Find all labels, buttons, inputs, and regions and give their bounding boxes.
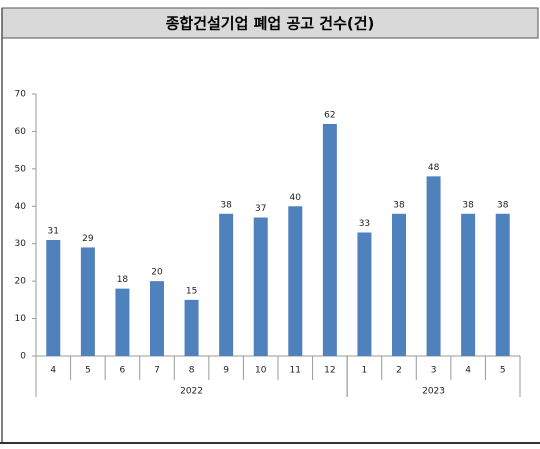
data-label: 48 — [428, 163, 440, 173]
y-tick-label: 70 — [15, 90, 27, 100]
x-tick-label: 8 — [189, 366, 195, 376]
y-tick-label: 10 — [15, 314, 27, 324]
data-label: 20 — [151, 268, 163, 278]
x-tick-label: 12 — [324, 366, 335, 376]
year-label: 2022 — [180, 387, 203, 397]
bar — [46, 239, 61, 356]
data-label: 38 — [393, 200, 405, 210]
bar — [322, 123, 337, 356]
data-label: 40 — [290, 193, 302, 203]
x-tick-label: 3 — [431, 366, 437, 376]
bar — [150, 281, 164, 356]
x-tick-label: 10 — [255, 366, 267, 376]
x-tick-label: 4 — [50, 366, 56, 376]
y-tick-label: 0 — [20, 352, 26, 362]
x-tick-label: 2 — [396, 366, 402, 376]
data-label: 37 — [255, 204, 266, 214]
chart-title: 종합건설기업 폐업 공고 건수(건) — [166, 15, 375, 33]
bar — [253, 217, 268, 356]
year-label: 2023 — [422, 387, 445, 397]
data-label: 38 — [462, 200, 474, 210]
data-label: 62 — [324, 110, 335, 120]
x-tick-label: 9 — [223, 366, 229, 376]
data-label: 18 — [117, 275, 129, 285]
bar — [426, 176, 441, 356]
data-label: 38 — [220, 200, 232, 210]
bar — [392, 213, 406, 356]
bar — [115, 288, 130, 356]
x-tick-label: 5 — [500, 366, 506, 376]
x-tick-label: 4 — [465, 366, 471, 376]
bar — [461, 213, 476, 356]
y-tick-label: 40 — [15, 202, 27, 212]
data-label: 38 — [497, 200, 509, 210]
data-label: 15 — [186, 286, 197, 296]
x-tick-label: 11 — [290, 366, 301, 376]
x-tick-label: 7 — [154, 366, 160, 376]
bar — [495, 213, 510, 356]
data-label: 29 — [82, 234, 94, 244]
data-label: 33 — [359, 219, 370, 229]
bar — [288, 206, 303, 356]
y-tick-label: 50 — [15, 164, 27, 174]
y-tick-label: 60 — [15, 127, 27, 137]
y-tick-label: 20 — [15, 277, 27, 287]
x-tick-label: 6 — [120, 366, 126, 376]
bar — [80, 247, 95, 356]
bar — [219, 213, 234, 356]
bar — [357, 232, 372, 356]
title-box — [1, 7, 539, 39]
x-tick-label: 1 — [362, 366, 368, 376]
bar — [184, 299, 199, 356]
x-tick-label: 5 — [85, 366, 91, 376]
y-tick-label: 30 — [15, 239, 27, 249]
data-label: 31 — [48, 226, 59, 236]
